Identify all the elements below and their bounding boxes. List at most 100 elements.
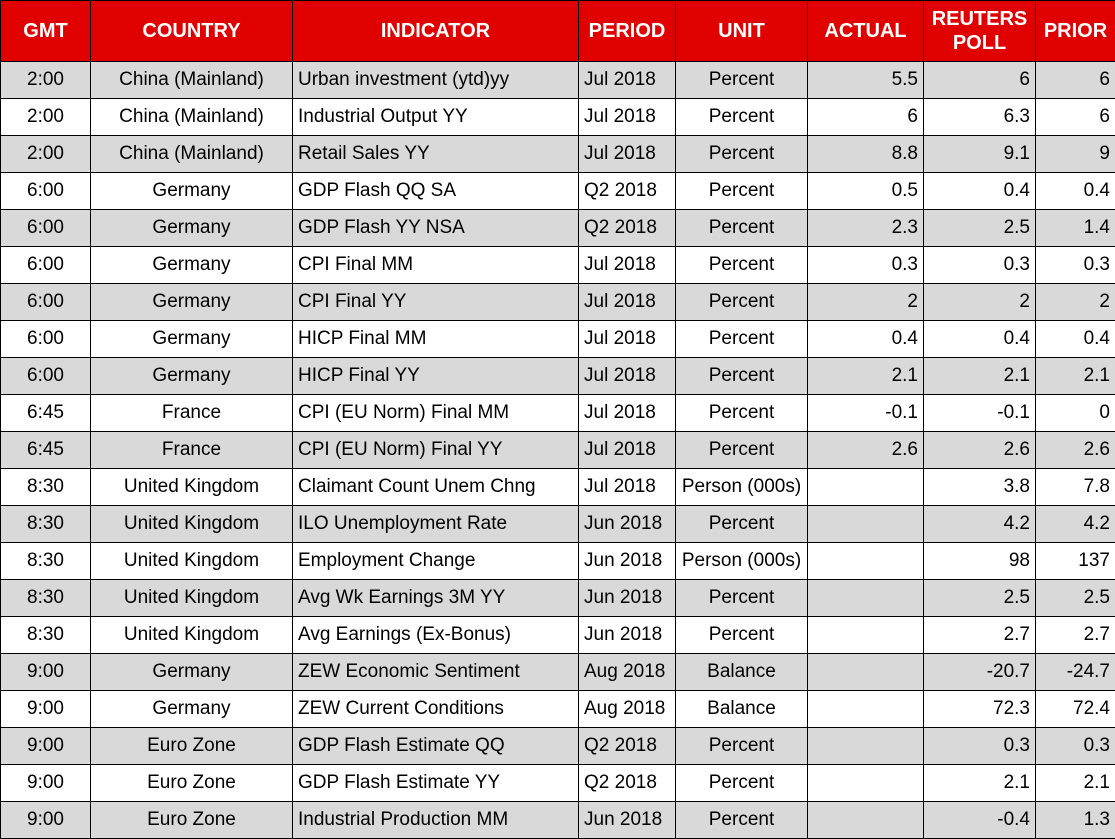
cell-gmt: 6:00 [0, 357, 91, 395]
cell-period: Jul 2018 [578, 61, 676, 99]
table-row: 6:00 Germany GDP Flash QQ SA Q2 2018 Percent… [0, 172, 1115, 210]
cell-country: Germany [90, 653, 293, 691]
cell-actual: 0.5 [807, 172, 924, 210]
cell-unit: Balance [675, 690, 808, 728]
table-row: 6:00 Germany CPI Final MM Jul 2018 Percent 0.… [0, 246, 1115, 284]
cell-reuters-poll: 0.4 [923, 172, 1036, 210]
cell-unit: Percent [675, 505, 808, 543]
cell-prior: 2 [1035, 283, 1115, 321]
cell-actual [807, 616, 924, 654]
cell-actual [807, 468, 924, 506]
cell-unit: Percent [675, 394, 808, 432]
cell-reuters-poll: 2.1 [923, 764, 1036, 802]
cell-actual: 2.3 [807, 209, 924, 247]
cell-gmt: 6:00 [0, 209, 91, 247]
column-header-unit: UNIT [675, 0, 808, 62]
cell-gmt: 6:00 [0, 246, 91, 284]
cell-reuters-poll: 6 [923, 61, 1036, 99]
cell-gmt: 9:00 [0, 764, 91, 802]
cell-indicator: Retail Sales YY [292, 135, 579, 173]
cell-prior: 0.3 [1035, 246, 1115, 284]
cell-unit: Percent [675, 764, 808, 802]
table-row: 9:00 Euro Zone GDP Flash Estimate QQ Q2 201… [0, 727, 1115, 765]
cell-period: Aug 2018 [578, 653, 676, 691]
cell-gmt: 9:00 [0, 801, 91, 839]
cell-actual [807, 727, 924, 765]
cell-indicator: GDP Flash Estimate QQ [292, 727, 579, 765]
cell-reuters-poll: 98 [923, 542, 1036, 580]
cell-prior: 72.4 [1035, 690, 1115, 728]
cell-indicator: Claimant Count Unem Chng [292, 468, 579, 506]
cell-prior: -24.7 [1035, 653, 1115, 691]
cell-country: United Kingdom [90, 505, 293, 543]
cell-indicator: ZEW Current Conditions [292, 690, 579, 728]
cell-indicator: CPI Final YY [292, 283, 579, 321]
cell-unit: Person (000s) [675, 468, 808, 506]
column-header-country: COUNTRY [90, 0, 293, 62]
cell-actual: 2.1 [807, 357, 924, 395]
cell-gmt: 9:00 [0, 653, 91, 691]
cell-indicator: Employment Change [292, 542, 579, 580]
cell-actual: 5.5 [807, 61, 924, 99]
cell-period: Jul 2018 [578, 394, 676, 432]
cell-gmt: 9:00 [0, 727, 91, 765]
cell-country: Germany [90, 172, 293, 210]
column-header-prior: PRIOR [1035, 0, 1115, 62]
cell-prior: 2.1 [1035, 357, 1115, 395]
table-body: 2:00 China (Mainland) Urban investment (yt… [0, 61, 1115, 839]
cell-reuters-poll: 3.8 [923, 468, 1036, 506]
cell-indicator: Avg Wk Earnings 3M YY [292, 579, 579, 617]
table-row: 8:30 United Kingdom Employment Change Jun 2… [0, 542, 1115, 580]
cell-reuters-poll: 2 [923, 283, 1036, 321]
cell-indicator: CPI Final MM [292, 246, 579, 284]
cell-gmt: 2:00 [0, 135, 91, 173]
cell-reuters-poll: -0.4 [923, 801, 1036, 839]
cell-country: Euro Zone [90, 764, 293, 802]
cell-prior: 4.2 [1035, 505, 1115, 543]
cell-unit: Percent [675, 209, 808, 247]
cell-prior: 2.5 [1035, 579, 1115, 617]
cell-prior: 0.4 [1035, 320, 1115, 358]
cell-country: Germany [90, 209, 293, 247]
cell-prior: 6 [1035, 98, 1115, 136]
table-row: 2:00 China (Mainland) Retail Sales YY Jul 2… [0, 135, 1115, 173]
cell-reuters-poll: 2.5 [923, 209, 1036, 247]
cell-country: Euro Zone [90, 801, 293, 839]
cell-indicator: ZEW Economic Sentiment [292, 653, 579, 691]
cell-actual [807, 505, 924, 543]
cell-indicator: HICP Final MM [292, 320, 579, 358]
column-header-actual: ACTUAL [807, 0, 924, 62]
cell-prior: 9 [1035, 135, 1115, 173]
cell-actual: 2.6 [807, 431, 924, 469]
cell-country: United Kingdom [90, 579, 293, 617]
column-header-period: PERIOD [578, 0, 676, 62]
table-row: 9:00 Euro Zone GDP Flash Estimate YY Q2 201… [0, 764, 1115, 802]
cell-period: Q2 2018 [578, 727, 676, 765]
cell-gmt: 6:00 [0, 320, 91, 358]
table-row: 6:00 Germany GDP Flash YY NSA Q2 2018 Percen… [0, 209, 1115, 247]
cell-reuters-poll: 2.1 [923, 357, 1036, 395]
cell-country: France [90, 394, 293, 432]
cell-indicator: Industrial Production MM [292, 801, 579, 839]
cell-unit: Percent [675, 283, 808, 321]
cell-reuters-poll: 9.1 [923, 135, 1036, 173]
cell-indicator: Industrial Output YY [292, 98, 579, 136]
cell-prior: 0 [1035, 394, 1115, 432]
cell-actual: -0.1 [807, 394, 924, 432]
cell-gmt: 8:30 [0, 468, 91, 506]
cell-actual: 2 [807, 283, 924, 321]
cell-country: Germany [90, 357, 293, 395]
table-row: 2:00 China (Mainland) Industrial Output YY… [0, 98, 1115, 136]
cell-period: Jul 2018 [578, 357, 676, 395]
cell-reuters-poll: -0.1 [923, 394, 1036, 432]
cell-period: Jun 2018 [578, 542, 676, 580]
cell-gmt: 8:30 [0, 542, 91, 580]
cell-actual [807, 653, 924, 691]
cell-prior: 2.6 [1035, 431, 1115, 469]
cell-indicator: CPI (EU Norm) Final YY [292, 431, 579, 469]
table-row: 8:30 United Kingdom Claimant Count Unem Ch… [0, 468, 1115, 506]
cell-period: Jul 2018 [578, 431, 676, 469]
cell-gmt: 6:45 [0, 394, 91, 432]
cell-country: Euro Zone [90, 727, 293, 765]
